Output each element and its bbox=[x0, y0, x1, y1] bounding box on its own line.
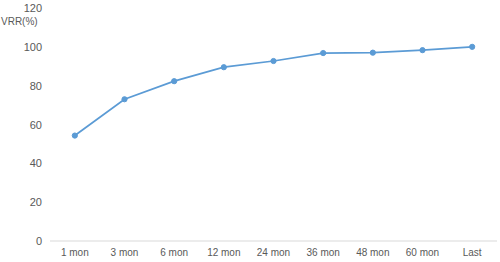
chart-svg: 0 20 40 60 80 100 120 VRR(%) 1 mon 3 mon 6 mon 12 m… bbox=[0, 0, 500, 262]
y-tick-label: 40 bbox=[30, 157, 42, 169]
data-point bbox=[470, 44, 475, 49]
data-point bbox=[72, 133, 77, 138]
data-point bbox=[420, 48, 425, 53]
data-point bbox=[370, 50, 375, 55]
x-tick-label: 24 mon bbox=[257, 247, 290, 258]
data-point bbox=[172, 79, 177, 84]
x-tick-label: 60 mon bbox=[406, 247, 439, 258]
x-tick-label: 48 mon bbox=[356, 247, 389, 258]
plot-area bbox=[72, 44, 475, 138]
x-tick-label: 36 mon bbox=[306, 247, 339, 258]
y-tick-label: 120 bbox=[24, 2, 42, 14]
y-tick-label: 100 bbox=[24, 41, 42, 53]
x-tick-label: Last bbox=[463, 247, 482, 258]
data-point bbox=[221, 65, 226, 70]
data-point bbox=[122, 97, 127, 102]
x-axis-line bbox=[50, 241, 497, 242]
x-tick-label: 1 mon bbox=[61, 247, 89, 258]
data-point bbox=[271, 58, 276, 63]
chart-container: 0 20 40 60 80 100 120 VRR(%) 1 mon 3 mon 6 mon 12 m… bbox=[0, 0, 500, 262]
y-axis-label: VRR(%) bbox=[1, 16, 38, 27]
x-tick-label: 6 mon bbox=[160, 247, 188, 258]
y-tick-label: 60 bbox=[30, 119, 42, 131]
y-tick-label: 20 bbox=[30, 196, 42, 208]
data-point bbox=[321, 50, 326, 55]
x-tick-label: 12 mon bbox=[207, 247, 240, 258]
y-tick-label: 0 bbox=[36, 235, 42, 247]
x-tick-label: 3 mon bbox=[111, 247, 139, 258]
y-tick-label: 80 bbox=[30, 80, 42, 92]
data-line bbox=[75, 47, 472, 136]
